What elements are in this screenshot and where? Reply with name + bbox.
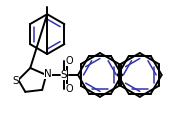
Text: O: O [65,56,73,66]
Text: O: O [65,84,73,94]
Text: N: N [44,69,52,79]
Text: S: S [12,76,19,86]
Text: S: S [61,70,67,80]
